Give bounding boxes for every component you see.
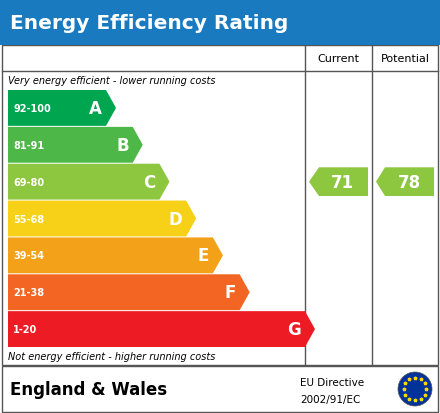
Bar <box>2 46 438 365</box>
Text: Very energy efficient - lower running costs: Very energy efficient - lower running co… <box>8 76 216 86</box>
Polygon shape <box>8 201 196 237</box>
Text: 55-68: 55-68 <box>13 214 44 224</box>
Text: E: E <box>198 247 209 265</box>
Text: 81-91: 81-91 <box>13 140 44 150</box>
Polygon shape <box>8 311 315 347</box>
Text: 1-20: 1-20 <box>13 324 37 334</box>
Text: 71: 71 <box>331 173 354 191</box>
Polygon shape <box>8 164 169 200</box>
Text: Energy Efficiency Rating: Energy Efficiency Rating <box>10 14 288 33</box>
Text: C: C <box>143 173 155 191</box>
Text: G: G <box>287 320 301 338</box>
Polygon shape <box>8 91 116 126</box>
Text: A: A <box>89 100 102 118</box>
Text: 2002/91/EC: 2002/91/EC <box>300 394 360 404</box>
Text: F: F <box>224 284 236 301</box>
Text: 92-100: 92-100 <box>13 104 51 114</box>
Text: Current: Current <box>318 54 359 64</box>
Polygon shape <box>8 275 249 311</box>
Text: EU Directive: EU Directive <box>300 377 364 387</box>
Circle shape <box>398 372 432 406</box>
Bar <box>0 0 440 46</box>
Text: B: B <box>116 136 129 154</box>
Text: D: D <box>169 210 182 228</box>
Text: Not energy efficient - higher running costs: Not energy efficient - higher running co… <box>8 351 215 361</box>
Text: Potential: Potential <box>381 54 429 64</box>
Text: 78: 78 <box>397 173 421 191</box>
Polygon shape <box>8 128 143 163</box>
Polygon shape <box>8 238 223 274</box>
Bar <box>2 366 438 412</box>
Polygon shape <box>376 168 434 197</box>
Text: England & Wales: England & Wales <box>10 380 167 398</box>
Text: 69-80: 69-80 <box>13 177 44 187</box>
Text: 39-54: 39-54 <box>13 251 44 261</box>
Text: 21-38: 21-38 <box>13 287 44 297</box>
Polygon shape <box>309 168 368 197</box>
